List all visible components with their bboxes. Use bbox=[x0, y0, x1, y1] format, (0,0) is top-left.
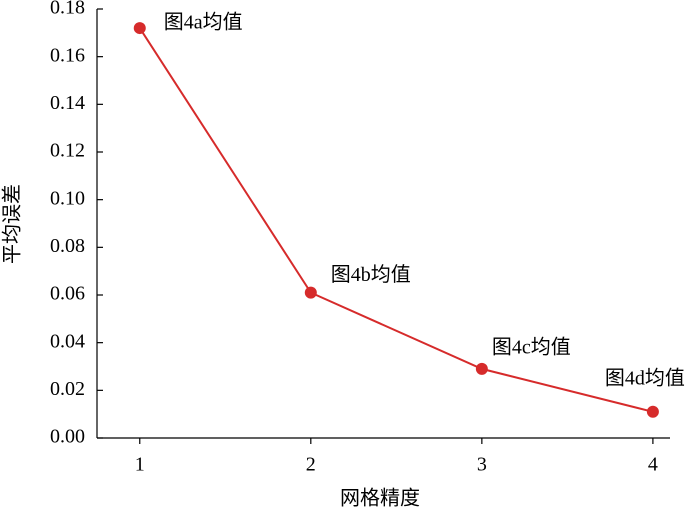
marker bbox=[646, 405, 659, 418]
y-tick-label: 0.14 bbox=[50, 92, 85, 114]
line bbox=[138, 27, 654, 413]
data-label: 图4d均值 bbox=[605, 366, 685, 389]
marker bbox=[475, 362, 488, 375]
x-tick-label: 2 bbox=[306, 454, 316, 476]
marker bbox=[133, 22, 146, 35]
x-tick-label: 1 bbox=[135, 454, 145, 476]
y-tick-label: 0.04 bbox=[50, 330, 85, 352]
y-axis-label: 平均误差 bbox=[1, 184, 24, 264]
y-tick-label: 0.16 bbox=[50, 44, 85, 66]
marker bbox=[304, 286, 317, 299]
y-tick-label: 0.10 bbox=[50, 187, 85, 209]
x-tick-label: 3 bbox=[477, 454, 487, 476]
data-label: 图4c均值 bbox=[492, 335, 571, 358]
y-tick-label: 0.08 bbox=[50, 235, 85, 257]
y-tick-label: 0.18 bbox=[50, 0, 85, 19]
data-label: 图4b均值 bbox=[331, 263, 411, 286]
y-tick-label: 0.00 bbox=[50, 426, 85, 448]
data-label: 图4a均值 bbox=[164, 11, 243, 34]
y-tick-label: 0.02 bbox=[50, 378, 85, 400]
x-tick-label: 4 bbox=[648, 454, 658, 476]
y-tick-label: 0.12 bbox=[50, 140, 85, 162]
x-axis-label: 网格精度 bbox=[340, 487, 420, 510]
y-tick-label: 0.06 bbox=[50, 283, 85, 305]
